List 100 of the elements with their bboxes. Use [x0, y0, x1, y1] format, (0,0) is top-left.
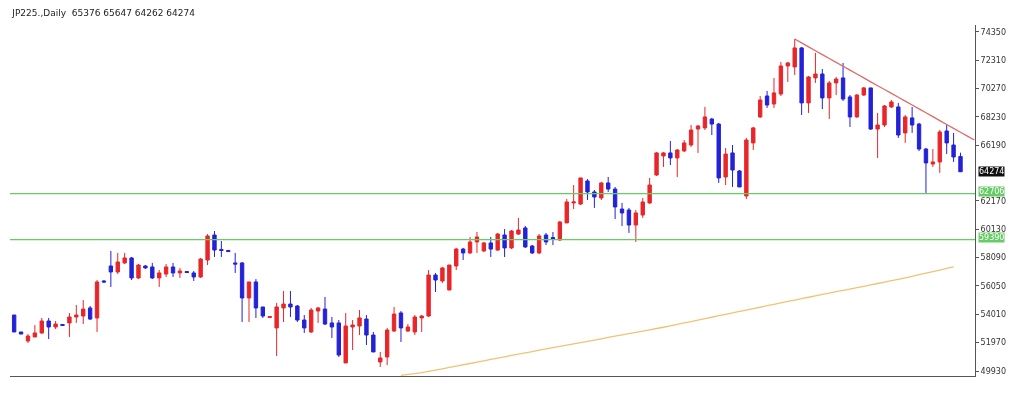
candlestick [412, 314, 417, 336]
candlestick [447, 264, 452, 291]
candlestick [840, 62, 846, 102]
candlestick [564, 198, 569, 224]
candlestick [440, 266, 445, 284]
y-tick-label: 54010 [980, 310, 1007, 320]
y-tick-label: 60130 [980, 225, 1007, 235]
candlestick [647, 177, 652, 205]
candlestick [67, 312, 72, 338]
candlestick [288, 290, 293, 318]
candlestick [150, 262, 155, 280]
candlestick [398, 310, 404, 343]
candlestick [571, 184, 576, 210]
candlestick [253, 278, 259, 319]
candlestick [454, 247, 459, 271]
candlestick [302, 314, 307, 334]
candlestick [909, 106, 915, 134]
candlestick [799, 46, 804, 116]
candlestick [212, 230, 217, 258]
candlestick [378, 351, 383, 368]
candlestick [25, 333, 31, 344]
y-tick-label: 66190 [980, 140, 1007, 150]
candlestick [350, 319, 355, 351]
candlestick [239, 261, 245, 323]
candlestick [488, 236, 493, 258]
candlestick [702, 106, 708, 131]
candlestick [709, 117, 715, 136]
candlestick [260, 306, 266, 319]
ref-line-label: 62706 [979, 187, 1005, 196]
candlestick [737, 169, 742, 188]
y-tick-label: 49930 [980, 366, 1007, 376]
candlestick [295, 304, 300, 323]
y-tick-label: 72310 [980, 55, 1007, 65]
candlestick [550, 231, 556, 246]
candlestick [94, 279, 100, 333]
candlestick [191, 270, 196, 282]
candlestick [18, 331, 24, 335]
candlestick [744, 137, 749, 200]
candlestick [792, 38, 797, 76]
line-series [400, 266, 955, 376]
candlestick [205, 233, 210, 266]
candlestick [751, 126, 756, 151]
candlestick [889, 99, 894, 109]
candlestick [882, 104, 887, 128]
y-tick-label: 56050 [980, 281, 1007, 291]
candlestick [467, 236, 473, 255]
y-tick-label: 51970 [980, 338, 1007, 348]
candlestick [433, 272, 438, 293]
candlestick [806, 75, 811, 114]
candlestick [654, 151, 659, 177]
candlestick [129, 256, 134, 281]
candlestick [177, 267, 183, 279]
candlestick [612, 186, 618, 220]
candlestick [619, 202, 625, 227]
candlestick [675, 148, 680, 178]
candlestick [157, 269, 162, 288]
candlestick [640, 197, 645, 219]
candlestick [730, 144, 735, 188]
candlestick [813, 52, 818, 84]
candlestick [281, 290, 286, 323]
candlestick [39, 317, 44, 335]
candlestick [716, 122, 721, 184]
candlestick [357, 309, 362, 336]
candlestick [854, 93, 860, 119]
candlestick [391, 306, 397, 333]
candlestick [315, 306, 321, 324]
candlestick [122, 252, 127, 265]
candlestick [460, 247, 466, 261]
candlestick [481, 241, 487, 253]
candlestick [53, 320, 58, 330]
candlestick [585, 178, 590, 201]
y-tick-label: 58090 [980, 253, 1007, 263]
y-tick-label: 74350 [980, 27, 1007, 37]
candlestick [184, 270, 190, 274]
candlestick [233, 252, 238, 274]
candlestick [820, 68, 825, 110]
candlestick [930, 148, 936, 168]
candlestick [827, 80, 832, 120]
candlestick [11, 314, 17, 333]
candlestick [764, 90, 770, 109]
candlestick [599, 181, 604, 201]
candlestick [115, 252, 120, 275]
candlestick [771, 77, 777, 109]
candlestick [170, 262, 176, 278]
candlestick [219, 240, 224, 258]
candlestick [861, 86, 866, 97]
y-tick-label: 68230 [980, 112, 1007, 122]
candlestick [833, 76, 839, 96]
candlestick [308, 307, 314, 334]
candlestick [267, 315, 272, 319]
candlestick [958, 152, 963, 173]
candlestick [226, 249, 231, 253]
y-tick-label: 70270 [980, 84, 1007, 94]
candlestick [785, 61, 790, 83]
candlestick [875, 112, 880, 159]
candlestick [723, 147, 728, 186]
line-series [794, 38, 975, 141]
candlestick [136, 263, 141, 280]
candlestick [46, 317, 51, 340]
candlestick [516, 217, 521, 236]
